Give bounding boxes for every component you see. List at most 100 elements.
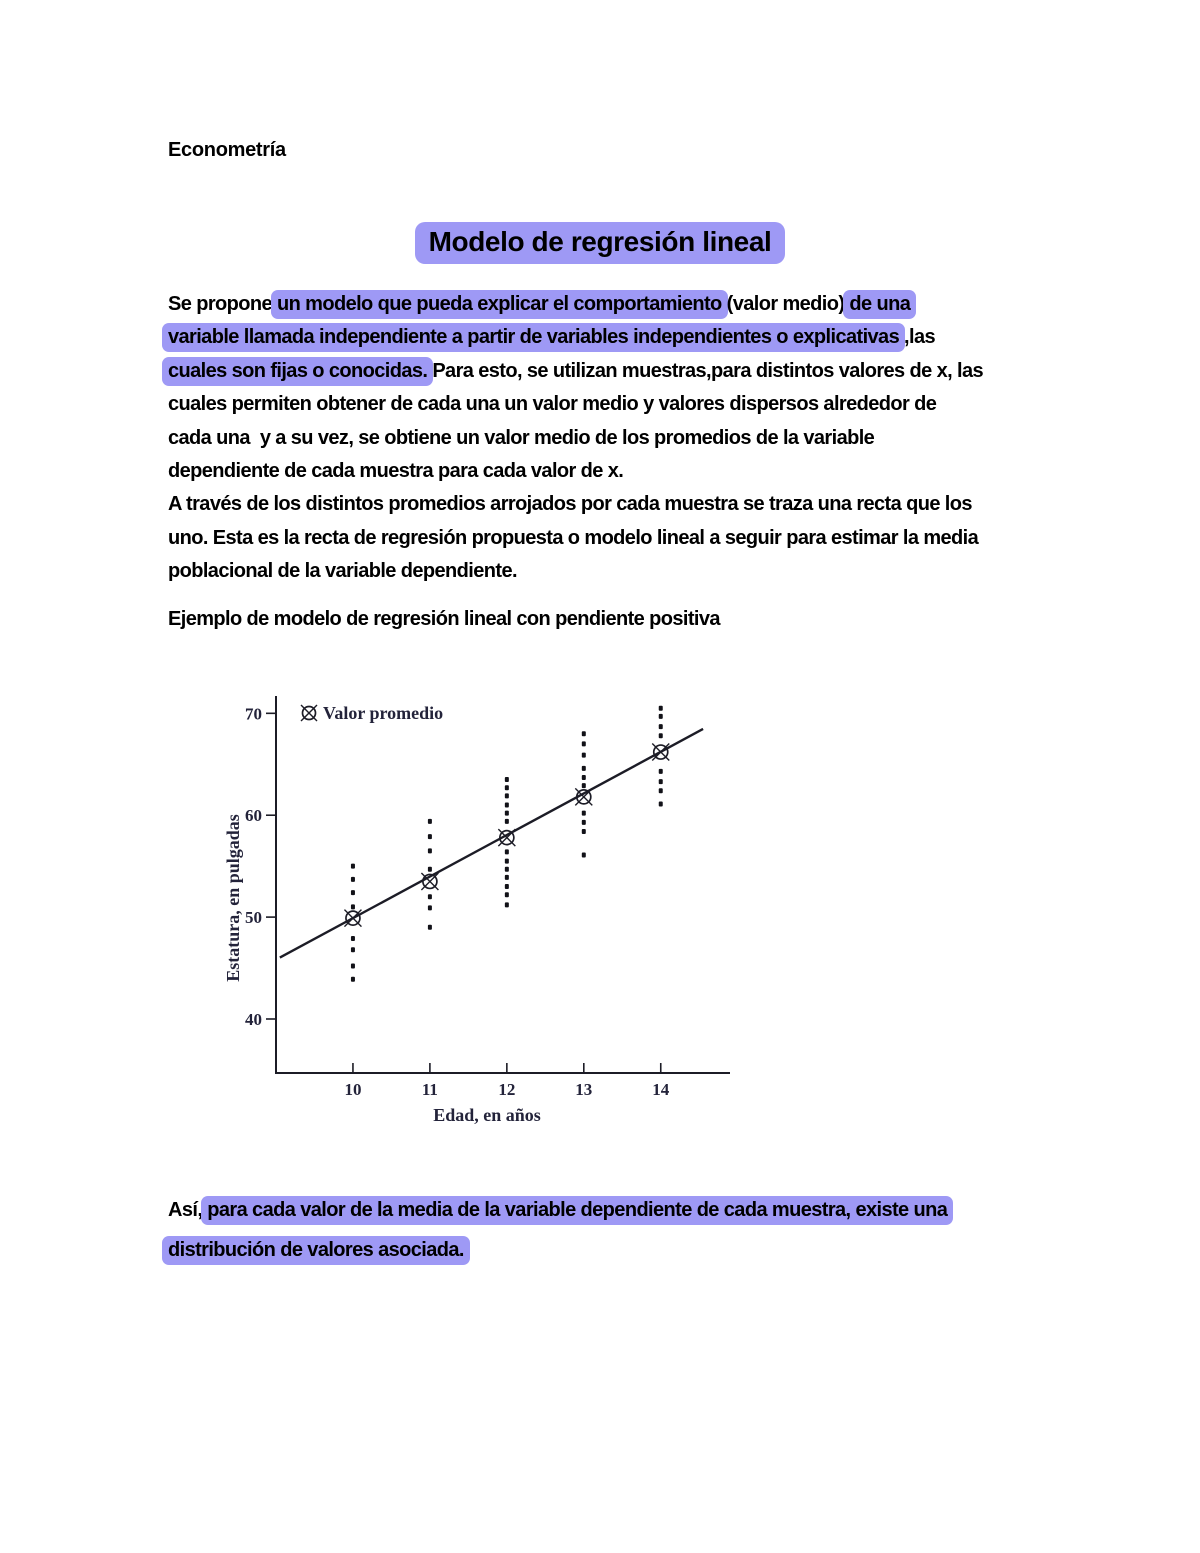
data-dot [427, 848, 432, 854]
text-line: cuales son fijas o conocidas. Para esto,… [162, 355, 1068, 388]
highlighted-text-segment: de una [843, 290, 917, 319]
page-title: Modelo de regresión lineal [414, 222, 786, 264]
text-line: distribución de valores asociada. [162, 1230, 1068, 1270]
x-tick-label: 14 [652, 1080, 670, 1099]
text-segment: poblacional de la variable dependiente. [168, 560, 518, 583]
text-segment: Para esto, se utilizan muestras,para dis… [427, 359, 984, 382]
text-segment: uno. Esta es la recta de regresión propu… [168, 526, 979, 549]
legend-circled-x-icon [301, 705, 317, 721]
x-tick-label: 13 [575, 1080, 592, 1099]
data-dot [504, 793, 509, 799]
data-dot [658, 724, 663, 730]
data-dot [504, 849, 509, 855]
intro-paragraph: Se propone un modelo que pueda explicar … [162, 288, 1068, 589]
data-dot [504, 858, 509, 864]
text-segment: dependiente de cada muestra para cada va… [168, 459, 624, 482]
y-axis-title: Estatura, en pulgadas [225, 814, 243, 982]
data-dot [581, 783, 586, 789]
text-line: dependiente de cada muestra para cada va… [168, 455, 1068, 488]
x-tick-label: 12 [498, 1080, 515, 1099]
data-dot [504, 802, 509, 808]
text-segment: cuales permiten obtener de cada una un v… [168, 393, 937, 416]
mean-marker [497, 828, 516, 847]
highlighted-text-segment: cuales son fijas o conocidas. [162, 356, 434, 386]
text-line: poblacional de la variable dependiente. [168, 555, 1068, 588]
data-dot [581, 731, 586, 737]
text-segment: A través de los distintos promedios arro… [168, 493, 973, 516]
text-line: Se propone un modelo que pueda explicar … [168, 288, 1068, 321]
mean-marker [574, 787, 593, 806]
y-tick-label: 40 [245, 1010, 262, 1029]
y-tick-label: 70 [245, 704, 262, 723]
data-dot [350, 904, 355, 910]
mean-marker [345, 910, 361, 926]
data-dot [504, 874, 509, 880]
data-dot [427, 924, 432, 930]
text-segment: (valor medio) [721, 293, 850, 315]
highlighted-text-segment: para cada valor de la media de la variab… [201, 1196, 954, 1225]
regression-figure: 40 50 60 70 10 11 12 13 14 Valor promedio Estatura… [223, 688, 735, 1148]
data-dot [350, 936, 355, 942]
text-line: cuales permiten obtener de cada una un v… [168, 388, 1068, 421]
highlighted-text-segment: distribución de valores asociada. [162, 1236, 470, 1265]
mean-marker [498, 829, 515, 846]
course-label: Econometría [168, 139, 286, 161]
regression-line [279, 727, 704, 959]
x-tick-label: 11 [422, 1080, 438, 1099]
text-segment: ,las [899, 326, 936, 349]
mean-marker [420, 872, 439, 891]
data-dot [427, 894, 432, 900]
regression-chart: 40 50 60 70 10 11 12 13 14 Valor promedio Estatura… [223, 696, 730, 1125]
data-dot [581, 752, 586, 758]
data-dot [581, 852, 586, 858]
text-line: uno. Esta es la recta de regresión propu… [168, 522, 1068, 555]
y-tick-label: 50 [245, 908, 262, 927]
data-dot [581, 775, 586, 781]
data-dot [581, 765, 586, 771]
data-dot [427, 905, 432, 911]
data-dot [427, 834, 432, 840]
highlighted-text-segment: un modelo que pueda explicar el comporta… [270, 290, 728, 319]
data-dot [658, 779, 663, 785]
mean-marker [575, 789, 592, 805]
data-dot [504, 818, 509, 824]
data-dot [504, 810, 509, 816]
data-dot [350, 976, 355, 982]
text-segment: cada una y a su vez, se obtiene un valor… [168, 426, 875, 449]
highlighted-text-segment: variable llamada independiente a partir … [162, 323, 906, 353]
x-tick-label: 10 [344, 1080, 361, 1099]
data-dot [350, 863, 355, 869]
data-dot [427, 818, 432, 824]
data-dot [350, 947, 355, 953]
mean-marker [652, 744, 669, 760]
data-dot [504, 785, 509, 791]
example-heading: Ejemplo de modelo de regresión lineal co… [168, 608, 721, 630]
data-dot [581, 741, 586, 747]
data-dot [658, 768, 663, 774]
mean-marker [651, 743, 670, 762]
y-tick-label: 60 [245, 806, 262, 825]
legend-circled-x-icon [300, 704, 318, 722]
text-line: cada una y a su vez, se obtiene un valor… [168, 422, 1068, 455]
data-dot [504, 892, 509, 898]
data-dot [658, 713, 663, 719]
data-dot [350, 890, 355, 896]
data-dot [350, 876, 355, 882]
data-dot [658, 733, 663, 739]
legend-label: Valor promedio [323, 703, 443, 723]
data-dot [504, 884, 509, 890]
data-dot [504, 777, 509, 783]
data-dot [581, 810, 586, 816]
data-dot [658, 788, 663, 794]
text-segment: Así, [168, 1199, 208, 1221]
mean-marker [343, 909, 362, 928]
mean-marker [422, 873, 438, 890]
data-dot [504, 866, 509, 872]
data-dot [504, 902, 509, 908]
x-axis-title: Edad, en años [433, 1105, 541, 1125]
closing-paragraph: Así, para cada valor de la media de la v… [162, 1190, 1068, 1270]
data-dot [581, 829, 586, 835]
data-dot [350, 963, 355, 969]
text-line: variable llamada independiente a partir … [162, 321, 1068, 354]
data-dot [658, 705, 663, 711]
